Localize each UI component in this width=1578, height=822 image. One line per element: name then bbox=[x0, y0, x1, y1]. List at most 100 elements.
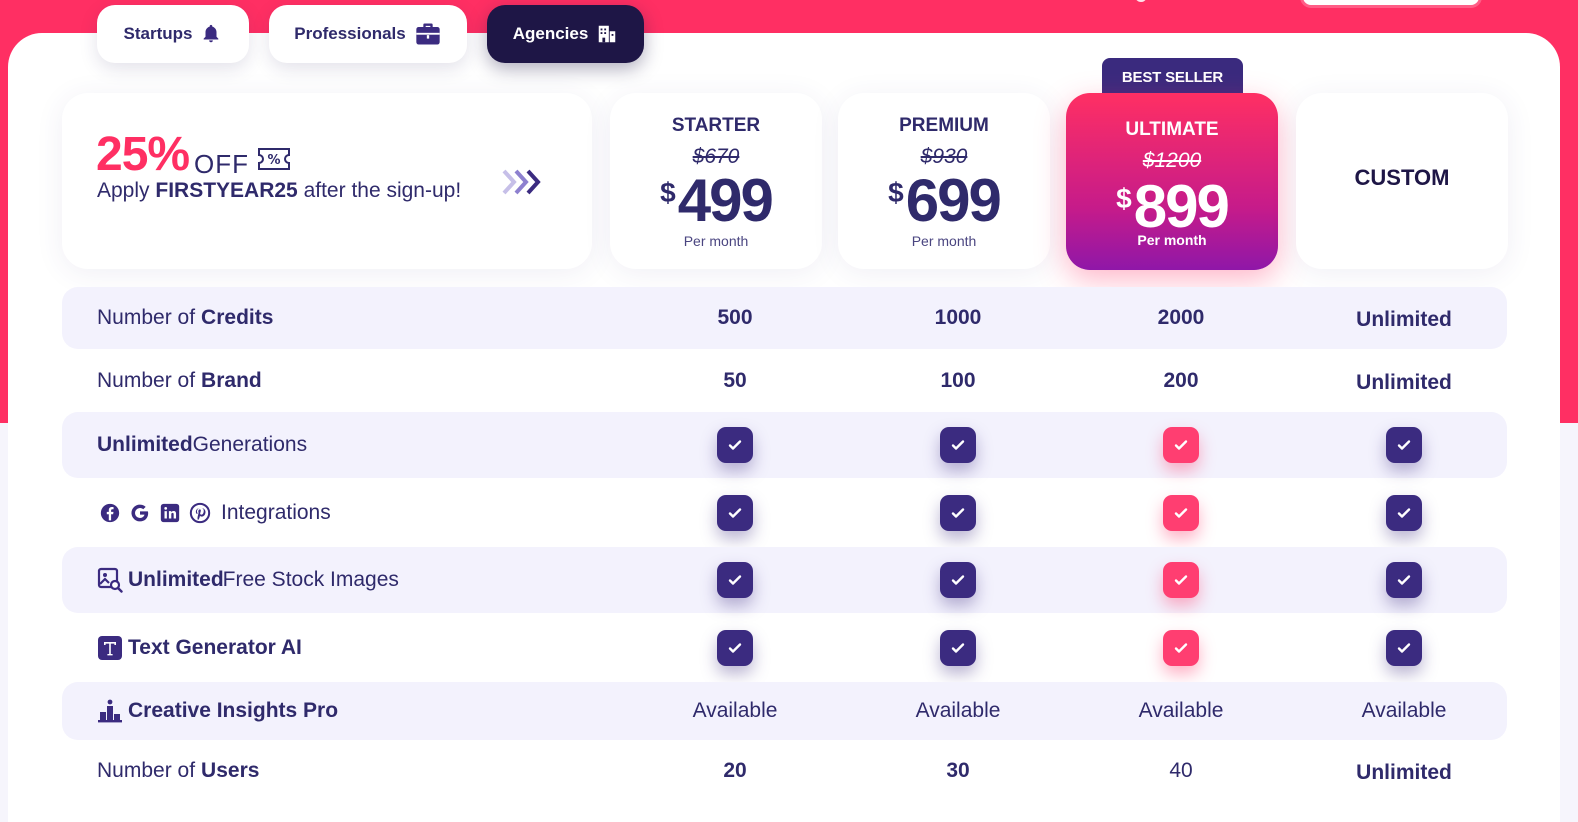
cell-premium: 100 bbox=[940, 369, 976, 392]
check-icon bbox=[1386, 427, 1422, 463]
svg-text:%: % bbox=[267, 153, 280, 168]
facebook-icon bbox=[100, 503, 120, 523]
bell-icon bbox=[204, 24, 219, 43]
row-label-bold: Text Generator AI bbox=[128, 636, 302, 659]
podium-icon bbox=[98, 699, 122, 723]
cell-ultimate: 200 bbox=[1163, 369, 1199, 392]
cell-starter bbox=[645, 480, 825, 546]
tab-agencies[interactable]: Agencies bbox=[487, 5, 644, 63]
check-icon bbox=[940, 427, 976, 463]
plan-price: $899 bbox=[1066, 177, 1278, 237]
cell-premium: 30 bbox=[946, 759, 970, 782]
image-search-icon bbox=[97, 567, 123, 593]
check-icon bbox=[940, 630, 976, 666]
row-label: Integrations bbox=[99, 480, 331, 546]
cell-starter: 20 bbox=[723, 759, 747, 782]
plan-period: Per month bbox=[911, 233, 977, 249]
promo-apply-suffix: after the sign-up! bbox=[297, 179, 462, 202]
promo-off-label: OFF bbox=[194, 149, 249, 179]
row-label-prefix: Number of bbox=[97, 759, 196, 782]
feature-row-brand: Number of Brand 50 100 200 Unlimited bbox=[62, 350, 1507, 412]
plan-old-price: $1200 bbox=[1142, 149, 1202, 172]
plan-card-custom[interactable]: CUSTOM bbox=[1296, 93, 1508, 269]
check-icon bbox=[1163, 495, 1199, 531]
promo-instructions: Apply FIRSTYEAR25 after the sign-up! bbox=[97, 179, 461, 203]
text-t-icon bbox=[98, 636, 122, 660]
cell-custom: Available bbox=[1361, 699, 1447, 722]
row-label-bold: Users bbox=[201, 759, 260, 782]
google-icon bbox=[131, 504, 149, 522]
plan-name: PREMIUM bbox=[899, 115, 989, 136]
check-icon bbox=[940, 562, 976, 598]
promo-apply-prefix: Apply bbox=[97, 179, 156, 202]
row-label: Unlimited Free Stock Images bbox=[97, 547, 399, 613]
cell-premium bbox=[868, 480, 1048, 546]
cell-starter: 500 bbox=[717, 306, 753, 329]
row-label-prefix: Number of bbox=[97, 306, 196, 329]
tab-startups-label: Startups bbox=[123, 24, 193, 43]
plan-price: $499 bbox=[610, 171, 822, 231]
cell-ultimate bbox=[1091, 480, 1271, 546]
coupon-icon: % bbox=[258, 148, 290, 170]
row-label: Text Generator AI bbox=[97, 615, 302, 681]
cell-ultimate bbox=[1091, 412, 1271, 478]
feature-row-integrations: Integrations bbox=[62, 480, 1507, 546]
cell-starter bbox=[645, 547, 825, 613]
plan-name: STARTER bbox=[671, 115, 761, 136]
feature-row-credits: Number of Credits 500 1000 2000 Unlimite… bbox=[62, 287, 1507, 349]
check-icon bbox=[717, 562, 753, 598]
row-label: Number of Credits bbox=[97, 287, 273, 349]
row-label-text: Integrations bbox=[221, 501, 331, 524]
check-icon bbox=[1386, 562, 1422, 598]
cell-custom bbox=[1314, 547, 1494, 613]
pinterest-icon bbox=[189, 502, 211, 524]
promo-card: 25% OFF % Apply FIRSTYEAR25 after the si… bbox=[62, 93, 592, 269]
linkedin-icon bbox=[160, 503, 180, 523]
tab-startups[interactable]: Startups bbox=[97, 5, 249, 63]
best-seller-ribbon: BEST SELLER bbox=[1102, 58, 1243, 98]
briefcase-icon bbox=[416, 23, 440, 45]
plan-amount: 499 bbox=[677, 167, 774, 234]
plan-card-starter[interactable]: STARTER $670 $499 Per month bbox=[610, 93, 822, 269]
cell-custom: Unlimited bbox=[1356, 761, 1452, 784]
cell-starter: 50 bbox=[723, 369, 747, 392]
cell-premium: 1000 bbox=[934, 306, 982, 329]
double-chevron-right-icon[interactable] bbox=[502, 167, 546, 197]
tab-professionals[interactable]: Professionals bbox=[269, 5, 467, 63]
cell-ultimate bbox=[1091, 615, 1271, 681]
cell-starter bbox=[645, 412, 825, 478]
plan-price: $699 bbox=[838, 171, 1050, 231]
check-icon bbox=[1163, 562, 1199, 598]
row-label-bold: Creative Insights Pro bbox=[128, 699, 339, 722]
plan-card-premium[interactable]: PREMIUM $930 $699 Per month bbox=[838, 93, 1050, 269]
plan-period: Per month bbox=[683, 233, 749, 249]
plan-currency: $ bbox=[888, 177, 904, 208]
plan-amount: 899 bbox=[1133, 173, 1230, 240]
cell-ultimate: Available bbox=[1138, 699, 1224, 722]
cell-custom bbox=[1314, 412, 1494, 478]
plan-period: Per month bbox=[1137, 232, 1207, 248]
feature-row-generations: Unlimited Generations bbox=[62, 412, 1507, 478]
check-icon bbox=[940, 495, 976, 531]
building-icon bbox=[599, 25, 616, 43]
row-label-bold: Unlimited bbox=[97, 433, 193, 456]
header-toggle-partial[interactable] bbox=[1300, 0, 1482, 8]
plan-currency: $ bbox=[1116, 183, 1132, 214]
cell-custom bbox=[1314, 480, 1494, 546]
row-label-prefix: Number of bbox=[97, 369, 196, 392]
plan-old-price: $670 bbox=[692, 145, 740, 168]
check-icon bbox=[717, 495, 753, 531]
plan-card-ultimate[interactable]: ULTIMATE $1200 $899 Per month bbox=[1066, 93, 1278, 270]
check-icon bbox=[1386, 630, 1422, 666]
row-label: Number of Users bbox=[97, 740, 259, 802]
feature-row-stock-images: Unlimited Free Stock Images bbox=[62, 547, 1507, 613]
row-label-bold: Credits bbox=[201, 306, 274, 329]
plan-name: ULTIMATE bbox=[1125, 119, 1219, 140]
cell-starter: Available bbox=[692, 699, 778, 722]
promo-percent: 25% bbox=[96, 128, 190, 181]
row-label-suffix: Free Stock Images bbox=[222, 568, 399, 591]
check-icon bbox=[717, 630, 753, 666]
tab-agencies-label: Agencies bbox=[512, 24, 589, 43]
row-label: Unlimited Generations bbox=[97, 412, 307, 478]
feature-row-insights: Creative Insights Pro Available Availabl… bbox=[62, 682, 1507, 740]
